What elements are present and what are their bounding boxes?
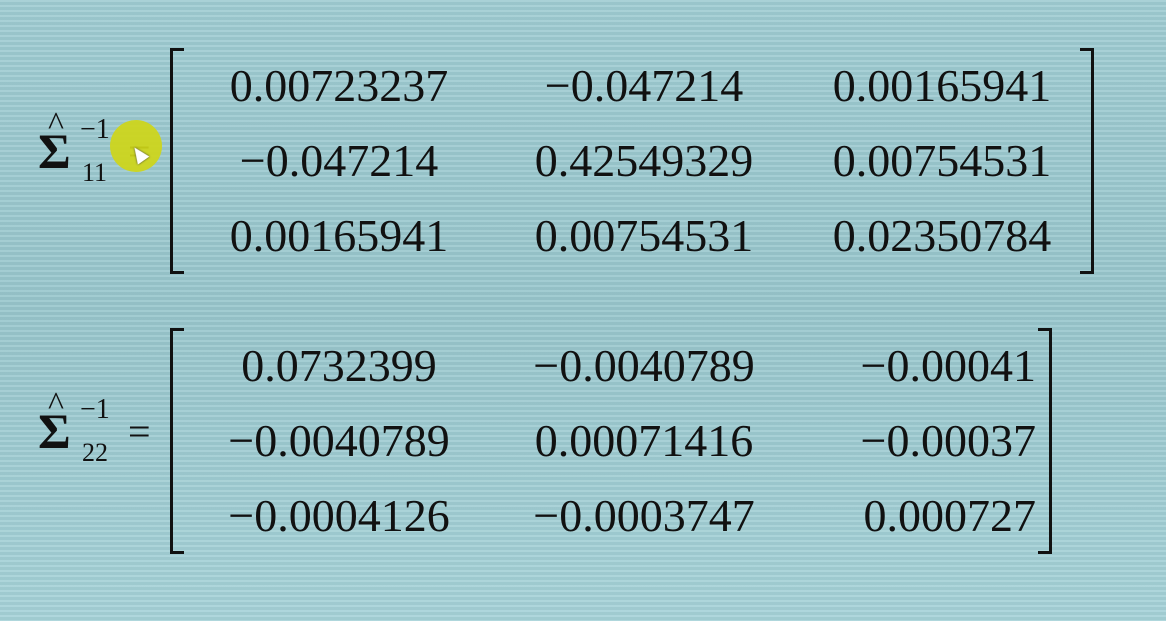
matrix-cell-r2c1: −0.047214 [239, 134, 439, 186]
matrix-cell-r3c1: 0.00165941 [229, 210, 449, 262]
matrix-cell-r1c3: −0.00041 [860, 339, 1036, 391]
right-bracket [1038, 328, 1052, 554]
matrix-sigma-22-inverse: 0.0732399 −0.0040789 −0.00041 −0.0040789… [170, 328, 1052, 554]
matrix-cell-r1c2: −0.0040789 [533, 339, 755, 391]
hat-accent: ^ [48, 106, 64, 143]
superscript: −1 [80, 394, 110, 425]
lhs-sigma-22-inverse: Σ ^ −1 22 = [38, 388, 168, 482]
matrix-cell-r3c3: 0.000727 [863, 490, 1037, 542]
sigma-symbol: Σ [38, 403, 71, 459]
matrix-cell-r3c3: 0.02350784 [832, 210, 1052, 262]
matrix-cells: 0.00723237 −0.047214 0.00165941 −0.04721… [184, 48, 1080, 274]
matrix-cell-r3c2: 0.00754531 [534, 210, 754, 262]
matrix-cell-r3c2: −0.0003747 [533, 490, 755, 542]
matrix-cell-r2c2: 0.42549329 [534, 134, 754, 186]
matrix-cell-r3c1: −0.0004126 [228, 490, 450, 542]
subscript: 22 [82, 438, 108, 467]
matrix-cell-r2c3: −0.00037 [860, 414, 1036, 466]
hat-accent: ^ [48, 386, 64, 423]
left-bracket [170, 48, 184, 274]
matrix-cell-r1c3: 0.00165941 [832, 59, 1052, 111]
matrix-cell-r2c1: −0.0040789 [228, 414, 450, 466]
equals-sign: = [128, 409, 151, 454]
sigma-symbol: Σ [38, 123, 71, 179]
equation-sigma-22-inverse: Σ ^ −1 22 = 0.0732399 −0.0040789 −0.0004… [0, 322, 1166, 562]
left-bracket [170, 328, 184, 554]
matrix-cell-r1c1: 0.0732399 [241, 339, 437, 391]
matrix-cells: 0.0732399 −0.0040789 −0.00041 −0.0040789… [184, 328, 1038, 554]
equation-sigma-11-inverse: Σ ^ −1 11 = 0.00723237 −0.047214 0.00165… [0, 42, 1166, 282]
cursor-highlight [110, 120, 162, 172]
superscript: −1 [80, 114, 110, 145]
matrix-sigma-11-inverse: 0.00723237 −0.047214 0.00165941 −0.04721… [170, 48, 1094, 274]
matrix-cell-r1c2: −0.047214 [544, 59, 744, 111]
right-bracket [1080, 48, 1094, 274]
matrix-cell-r1c1: 0.00723237 [229, 59, 449, 111]
subscript: 11 [82, 158, 108, 187]
matrix-cell-r2c2: 0.00071416 [534, 414, 754, 466]
matrix-cell-r2c3: 0.00754531 [832, 134, 1052, 186]
